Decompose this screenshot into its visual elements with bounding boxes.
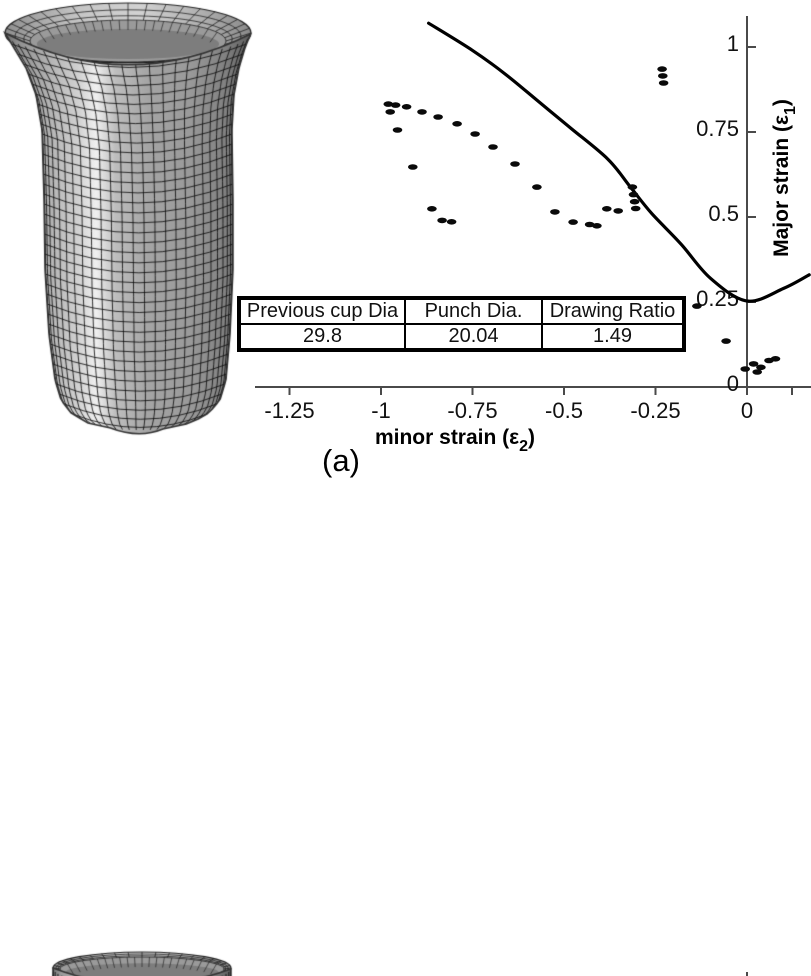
panel-b: -1.25-1-0.75-0.5-0.25000.250.50.751minor… (0, 474, 811, 976)
data-point (550, 209, 560, 215)
param-header: Drawing Ratio (541, 297, 685, 325)
data-point (748, 361, 759, 367)
data-point (629, 198, 640, 205)
x-tick-label: -1 (371, 398, 391, 423)
param-header: Punch Dia. (404, 297, 543, 325)
panel-label-a: (a) (322, 443, 360, 478)
strain-chart-a: -1.25 -1 -0.75 -0.5 -0.25 00 0.25 0.5 0.75 1 minor… (255, 16, 811, 455)
data-point (452, 121, 462, 127)
data-point (657, 66, 667, 72)
data-point (602, 206, 612, 212)
data-point (756, 364, 766, 371)
data-point (408, 164, 418, 170)
cup-b-mesh (36, 948, 240, 976)
forming-limit-curve (427, 21, 811, 303)
x-tick-label: -0.75 (447, 398, 497, 423)
data-point (628, 191, 639, 198)
param-header: Previous cup Dia (238, 297, 406, 325)
panel-a: -1.25 -1 -0.75 -0.5 -0.25 0 0 0.25 0.5 0.75 1 minor… (0, 0, 811, 478)
data-point (721, 338, 731, 344)
data-point (613, 208, 623, 214)
x-tick-label: 0 (741, 398, 753, 423)
data-point (770, 356, 781, 362)
y-tick-label: 0 (727, 371, 739, 396)
x-axis-title: minor strain (ε2) (375, 426, 535, 455)
data-point (658, 80, 669, 86)
data-point (385, 109, 395, 115)
data-point (390, 102, 401, 108)
data-point (658, 73, 668, 79)
param-value: 29.8 (238, 323, 406, 351)
data-point (392, 127, 403, 133)
param-value: 20.04 (404, 323, 543, 351)
cup-a-mesh (0, 0, 258, 444)
y-tick-label: 1 (727, 31, 739, 56)
data-point (470, 131, 480, 137)
data-point (427, 206, 437, 212)
param-value: 1.49 (541, 323, 685, 351)
data-point (510, 161, 520, 167)
x-tick-label: -1.25 (264, 398, 314, 423)
data-point (584, 221, 595, 228)
x-tick-label: -0.5 (545, 398, 583, 423)
data-point (488, 144, 498, 150)
data-point (592, 223, 602, 229)
data-point (383, 101, 394, 107)
y-axis-title: Major strain (ε1) (770, 99, 799, 257)
data-point (532, 184, 542, 190)
y-tick-label: 0.5 (708, 201, 739, 226)
data-point (568, 219, 578, 225)
data-point (630, 205, 641, 212)
data-point (627, 184, 638, 190)
data-point (446, 219, 457, 225)
y-tick-label: 0.75 (696, 116, 739, 141)
strain-chart-b: -1.25-1-0.75-0.5-0.25000.250.50.751minor… (746, 972, 748, 976)
data-point (433, 114, 443, 120)
data-point (692, 303, 702, 309)
y-tick-label: 0.25 (696, 286, 739, 311)
data-point (417, 109, 427, 115)
data-point (752, 369, 762, 375)
drawing-parameters-table-a: Previous cup Dia Punch Dia. Drawing Ratio 2… (237, 296, 686, 352)
data-point (740, 366, 750, 372)
data-point (437, 217, 447, 224)
data-point (401, 104, 412, 110)
x-tick-label: -0.25 (630, 398, 680, 423)
